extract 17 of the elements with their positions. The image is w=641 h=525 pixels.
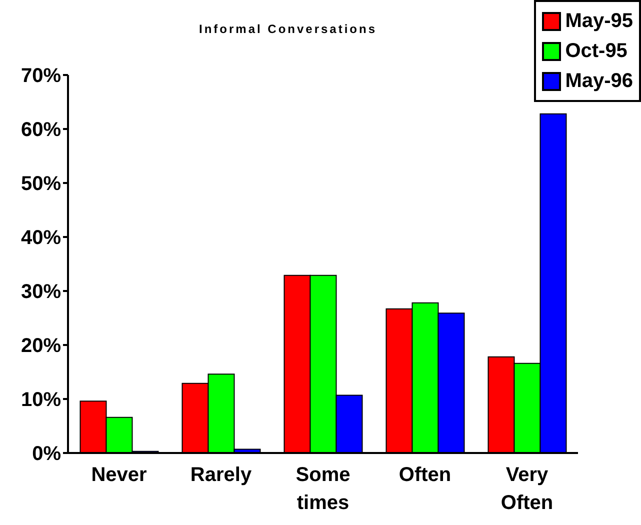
x-tick-label: Some times xyxy=(296,464,350,514)
y-tick-label: 20% xyxy=(20,335,62,358)
y-tick-label: 30% xyxy=(20,281,62,304)
y-tick-label: 70% xyxy=(20,65,62,88)
x-tick-label: Rarely xyxy=(190,464,252,486)
legend-label: Oct-95 xyxy=(565,40,628,62)
y-tick-label: 10% xyxy=(20,389,62,412)
y-tick-label: 40% xyxy=(20,227,62,250)
legend-label: May-95 xyxy=(565,10,633,32)
y-tick-label: 50% xyxy=(20,173,62,196)
x-tick-label: Often xyxy=(398,464,452,486)
legend-label: May-96 xyxy=(565,70,633,92)
y-tick-label: 0% xyxy=(32,443,62,466)
x-tick-label: Never xyxy=(91,464,148,486)
x-tick-label: Very Often xyxy=(500,464,554,514)
y-tick-label: 60% xyxy=(20,119,62,142)
chart-title: Informal Conversations xyxy=(198,22,378,36)
